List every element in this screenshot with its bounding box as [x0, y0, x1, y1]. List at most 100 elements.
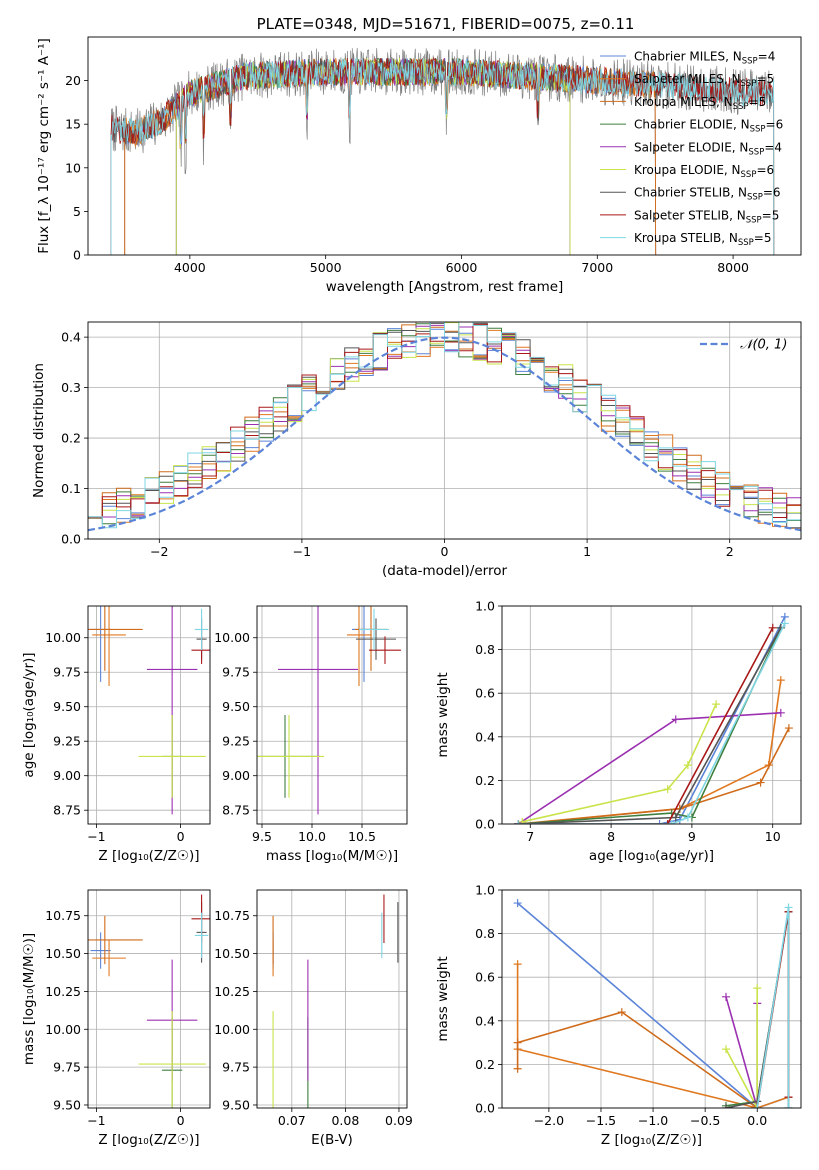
y-axis-label: Normed distribution: [31, 363, 47, 498]
weight-line: [518, 627, 774, 824]
y-tick-label: 0.6: [475, 970, 495, 985]
weight-line: [725, 996, 758, 1108]
x-axis-label: mass [log₁₀(M/M☉)]: [266, 848, 398, 864]
x-tick-label: 1: [583, 544, 591, 559]
y-tick-label: 8.75: [53, 803, 81, 818]
plus-marker: [671, 813, 680, 822]
y-tick-label: 10.25: [214, 984, 250, 999]
axes-frame: [87, 36, 802, 256]
legend-label: Kroupa MILES, NSSP=5: [634, 95, 766, 112]
plus-marker: [753, 984, 762, 993]
errorbar-point: [257, 715, 324, 798]
plus-marker: [513, 960, 522, 969]
y-tick-label: 5: [73, 204, 81, 219]
plus-marker: [663, 785, 672, 794]
y-tick-label: 9.00: [222, 768, 250, 783]
legend-label: Salpeter MILES, NSSP=5: [634, 72, 774, 89]
plus-marker: [667, 820, 676, 824]
y-tick-label: 1.0: [475, 883, 495, 898]
plus-marker: [721, 1045, 730, 1054]
mw_vs_Z-axes: −2.0 −1.5 −1.0 −0.5 0.0 0.0 0.2 0.4 0.6 0.8 1.0 Z […: [435, 883, 802, 1148]
weight-line: [516, 1011, 758, 1108]
y-axis-label: mass weight: [435, 672, 451, 757]
mass_vs_ebv-axes: 0.07 0.08 0.09 9.50 9.75 10.00 10.25 10.50 10.75…: [214, 889, 413, 1148]
legend: Chabrier MILES, NSSP=4 Salpeter MILES, NS…: [600, 50, 783, 248]
chart-title: PLATE=0348, MJD=51671, FIBERID=0075, z=0…: [257, 15, 635, 33]
plus-marker: [655, 820, 664, 824]
x-tick-label: −2.0: [534, 1113, 564, 1128]
errorbar-point: [138, 715, 206, 798]
x-tick-label: −1: [293, 544, 311, 559]
residuals-axes: −2 −1 0 1 2 0.0 0.1 0.2 0.3 0.4 (data-model)/error…: [31, 321, 802, 579]
x-tick-label: 2: [726, 544, 734, 559]
model-line-kroupa-stelib: [110, 57, 775, 255]
x-tick-label: 0.0: [747, 1113, 767, 1128]
x-axis-label: age [log₁₀(age/yr)]: [589, 848, 714, 864]
errorbar-point: [92, 939, 126, 977]
weight-line: [518, 627, 782, 824]
weight-line: [756, 907, 790, 1108]
weight-series: [514, 623, 777, 824]
plus-marker: [712, 700, 721, 709]
plus-marker: [784, 903, 793, 912]
plus-marker: [513, 1038, 522, 1047]
axes-frame: [256, 605, 408, 825]
plus-marker: [784, 724, 793, 733]
x-tick-label: 0.08: [331, 1113, 359, 1128]
x-tick-label: −1: [87, 829, 105, 844]
plus-marker: [776, 708, 785, 717]
y-tick-label: 10: [65, 160, 81, 175]
weight-series: [514, 708, 785, 824]
mw_vs_age-axes: 7 8 9 10 0.0 0.2 0.4 0.6 0.8 1.0 age [log₁₀(age/yr…: [435, 599, 802, 864]
errorbar-point: [194, 912, 209, 959]
y-tick-label: 10.00: [214, 1022, 250, 1037]
spectrum-axes: 4000 5000 6000 7000 8000 0 5 10 15 20 PLATE=0348, …: [36, 15, 802, 295]
errorbar-point: [88, 915, 143, 965]
y-tick-label: 0.1: [61, 481, 81, 496]
x-tick-label: 8000: [717, 260, 749, 275]
legend-label: 𝒩(0, 1): [740, 338, 787, 353]
plus-marker: [753, 1104, 762, 1108]
y-tick-label: 10.25: [45, 984, 81, 999]
x-tick-label: 5000: [310, 260, 342, 275]
y-tick-label: 0.6: [475, 686, 495, 701]
y-tick-label: 9.75: [222, 665, 250, 680]
y-tick-label: 0.4: [475, 1013, 495, 1028]
y-tick-label: 10.50: [214, 946, 250, 961]
y-tick-label: 9.75: [222, 1060, 250, 1075]
y-axis-label: mass weight: [435, 956, 451, 1041]
plus-marker: [513, 899, 522, 908]
y-tick-label: 0.2: [475, 1057, 495, 1072]
plus-marker: [784, 1104, 793, 1108]
x-tick-label: 0.09: [385, 1113, 413, 1128]
errorbar-point: [90, 932, 111, 969]
x-axis-label: (data-model)/error: [382, 563, 508, 579]
histogram-step: [88, 322, 801, 529]
plus-marker: [513, 1064, 522, 1073]
y-tick-label: 9.25: [53, 734, 81, 749]
age_vs_Z-axes: −1 0 8.75 9.00 9.25 9.50 9.75 10.00 Z [log₁₀(Z/Z…: [21, 605, 211, 864]
x-tick-label: 7000: [581, 260, 613, 275]
plus-marker: [683, 813, 692, 822]
plus-marker: [518, 817, 527, 824]
plus-marker: [756, 778, 765, 787]
y-tick-label: 0.4: [475, 729, 495, 744]
weight-series: [514, 623, 785, 824]
errorbar-point: [359, 608, 389, 651]
x-tick-label: 4000: [174, 260, 206, 275]
y-tick-label: 0: [73, 248, 81, 263]
legend-label: Kroupa ELODIE, NSSP=6: [634, 163, 774, 180]
plus-marker: [671, 715, 680, 724]
y-tick-label: 0.2: [475, 773, 495, 788]
x-tick-label: 10: [765, 829, 781, 844]
x-tick-label: −2: [150, 544, 168, 559]
errorbar-point: [92, 606, 126, 687]
plus-marker: [780, 619, 789, 628]
plus-marker: [514, 820, 523, 824]
y-tick-label: 0.0: [475, 1101, 495, 1116]
weight-line: [518, 623, 786, 824]
weight-series: [514, 619, 789, 824]
mass_vs_Z-axes: −1 0 9.50 9.75 10.00 10.25 10.50 10.75 Z [log₁₀(…: [21, 889, 211, 1148]
legend-label: Salpeter ELODIE, NSSP=4: [634, 140, 782, 157]
